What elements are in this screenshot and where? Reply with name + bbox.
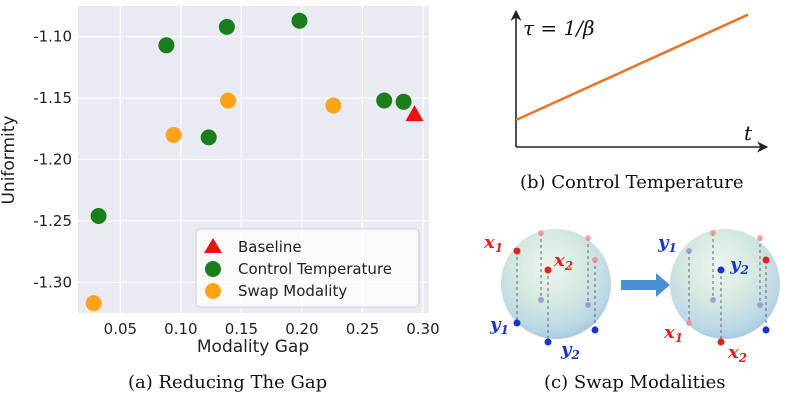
point-swap-modality xyxy=(220,92,237,109)
right-faded-blue-point-2 xyxy=(757,302,763,308)
left-faded-blue-point-2 xyxy=(585,302,591,308)
point-swap-modality xyxy=(85,295,102,312)
scatter-legend: Baseline Control Temperature Swap Modali… xyxy=(195,228,420,308)
swap-arrow xyxy=(621,273,670,297)
point-control-temperature xyxy=(395,93,412,110)
point-control-temperature xyxy=(291,12,308,29)
legend-entry-control-temperature: Control Temperature xyxy=(238,260,392,278)
y-tick-label: -1.20 xyxy=(33,151,72,169)
right-y2-point xyxy=(717,266,725,274)
point-swap-modality xyxy=(325,97,342,114)
left-faded-red-point-2 xyxy=(585,235,591,241)
x-tick-label: 0.05 xyxy=(104,320,137,338)
swap-diagram: x1 x2 y1 y2 xyxy=(483,229,780,365)
x-tick-label: 0.10 xyxy=(164,320,197,338)
scatter-y-tick-labels: -1.10 -1.15 -1.20 -1.25 -1.30 xyxy=(33,28,72,292)
left-x2-label: x2 xyxy=(553,250,573,273)
right-sphere-dashes xyxy=(688,233,767,342)
scatter-x-axis-label: Modality Gap xyxy=(197,337,309,357)
y-tick-label: -1.15 xyxy=(33,89,72,107)
legend-entry-swap-modality: Swap Modality xyxy=(238,282,347,300)
point-control-temperature xyxy=(90,207,107,224)
left-faded-red-point-3 xyxy=(592,257,598,263)
right-sphere-body xyxy=(670,229,780,339)
left-y1-point xyxy=(513,319,521,327)
x-tick-label: 0.20 xyxy=(285,320,318,338)
scatter-x-tick-labels: 0.05 0.10 0.15 0.20 0.25 0.30 xyxy=(104,320,440,338)
temperature-formula: τ = 1/β xyxy=(523,16,595,40)
legend-box xyxy=(195,228,420,308)
left-y2-point xyxy=(544,338,552,346)
x-tick-label: 0.15 xyxy=(225,320,258,338)
left-faded-red-point xyxy=(538,230,544,236)
legend-entry-baseline: Baseline xyxy=(238,238,302,256)
point-baseline xyxy=(405,105,424,122)
left-sphere-body xyxy=(501,229,611,339)
left-blue-point-3 xyxy=(591,326,599,334)
caption-c: (c) Swap Modalities xyxy=(544,372,726,393)
left-x1-point xyxy=(513,247,521,255)
right-blue-point-3 xyxy=(762,326,770,334)
right-red-point-3 xyxy=(762,256,770,264)
legend-orange-marker xyxy=(205,283,221,299)
temperature-x-label: t xyxy=(744,121,753,145)
caption-b: (b) Control Temperature xyxy=(520,172,744,193)
left-x2-point xyxy=(544,266,552,274)
left-y1-label: y1 xyxy=(489,314,509,337)
y-tick-label: -1.30 xyxy=(33,273,72,291)
point-control-temperature xyxy=(158,37,175,54)
y-tick-label: -1.10 xyxy=(33,28,72,46)
left-sphere: x1 x2 y1 y2 xyxy=(483,229,611,362)
right-y2-label: y2 xyxy=(729,254,749,277)
point-control-temperature xyxy=(218,18,235,35)
right-y1-label: y1 xyxy=(657,232,677,255)
left-faded-blue-point xyxy=(538,297,544,303)
scatter-y-axis-label: Uniformity xyxy=(0,115,19,204)
point-control-temperature xyxy=(200,129,217,146)
point-swap-modality xyxy=(165,126,182,143)
x-tick-label: 0.25 xyxy=(346,320,379,338)
right-faded-red-point-2 xyxy=(757,235,763,241)
right-faded-blue-point xyxy=(710,297,716,303)
right-x1-label: x1 xyxy=(663,322,683,345)
right-sphere: y1 y2 x1 x2 xyxy=(657,229,780,365)
legend-triangle-marker xyxy=(204,238,222,253)
left-x1-label: x1 xyxy=(483,232,503,255)
right-x2-point xyxy=(717,338,725,346)
temperature-line xyxy=(515,13,749,122)
left-y2-label: y2 xyxy=(560,339,580,362)
caption-a: (a) Reducing The Gap xyxy=(128,372,328,393)
x-tick-label: 0.30 xyxy=(406,320,439,338)
left-sphere-dashes xyxy=(516,233,596,342)
scatter-panel: 0.05 0.10 0.15 0.20 0.25 0.30 -1.10 -1.15 -1.20… xyxy=(0,6,440,357)
legend-green-marker xyxy=(205,261,221,277)
right-x1-point xyxy=(686,320,692,326)
right-faded-red-point xyxy=(710,230,716,236)
temperature-panel: τ = 1/β t xyxy=(510,9,769,153)
right-x2-label: x2 xyxy=(727,342,747,365)
point-control-temperature xyxy=(376,92,393,109)
y-tick-label: -1.25 xyxy=(33,212,72,230)
scatter-points xyxy=(85,12,424,312)
right-y1-point xyxy=(686,248,692,254)
